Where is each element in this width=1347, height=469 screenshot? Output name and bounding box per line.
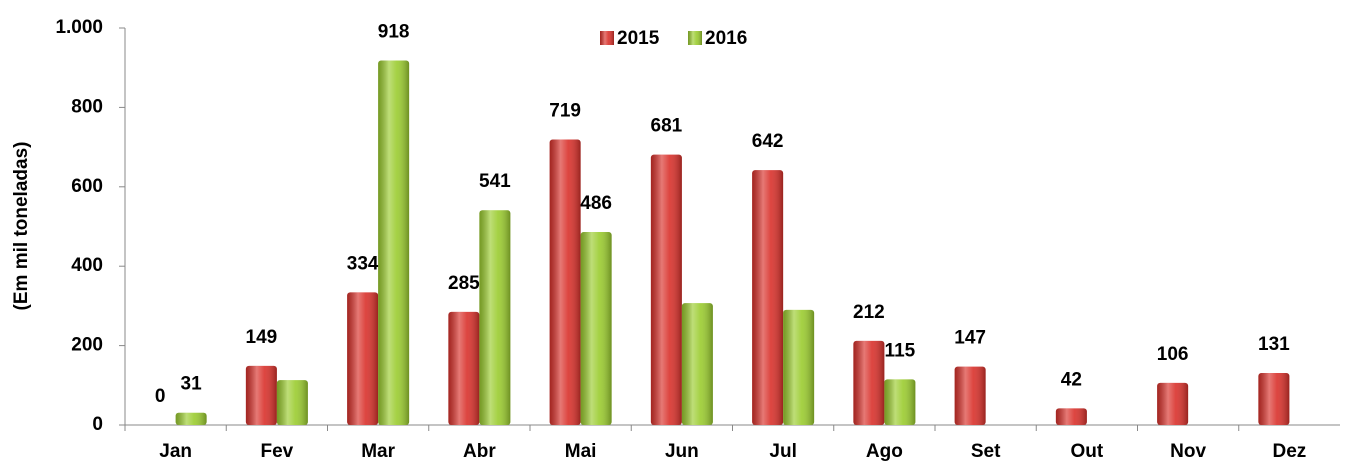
bar-shine: [245, 365, 277, 425]
x-tick-label: Set: [971, 441, 1001, 462]
x-tick-label: Nov: [1170, 441, 1206, 462]
data-label: 131: [1258, 334, 1290, 355]
bar-shine: [1157, 382, 1189, 425]
bar-shine: [884, 379, 916, 425]
y-tick-label: 600: [71, 176, 103, 197]
data-label: 31: [181, 374, 203, 395]
data-label: 334: [347, 253, 379, 274]
y-tick-label: 0: [92, 414, 103, 435]
bar-shine: [681, 303, 713, 425]
data-label: 147: [954, 328, 986, 349]
bar-shine: [650, 154, 682, 425]
data-label: 681: [651, 116, 683, 137]
x-tick-label: Jul: [769, 441, 796, 462]
data-label: 212: [853, 302, 885, 323]
y-tick-label: 400: [71, 255, 103, 276]
bar-shine: [752, 170, 784, 425]
data-label: 0: [155, 386, 166, 407]
bar-shine: [549, 139, 581, 425]
data-label: 106: [1157, 344, 1189, 365]
x-tick-label: Fev: [261, 441, 294, 462]
legend-label: 2015: [617, 28, 660, 49]
legend-label: 2016: [705, 28, 747, 49]
y-tick-label: 200: [71, 335, 103, 356]
data-label: 642: [752, 131, 784, 152]
x-tick-label: Out: [1071, 441, 1104, 462]
data-label: 285: [448, 273, 480, 294]
x-tick-label: Mar: [361, 441, 395, 462]
bar-shine: [448, 311, 480, 425]
data-label: 42: [1061, 369, 1082, 390]
x-tick-label: Jan: [159, 441, 192, 462]
bar-shine: [954, 366, 986, 425]
bar-shine: [783, 309, 815, 425]
data-label: 486: [580, 193, 612, 214]
x-tick-label: Abr: [463, 441, 496, 462]
bar-shine: [1258, 372, 1290, 425]
bar-shine: [1055, 408, 1087, 425]
y-tick-label: 800: [71, 96, 103, 117]
x-tick-label: Jun: [665, 441, 699, 462]
bar-shine: [853, 340, 885, 425]
y-tick-label: 1.000: [55, 17, 103, 38]
legend-swatch-shine: [600, 31, 614, 45]
data-label: 541: [479, 171, 511, 192]
x-tick-label: Mai: [565, 441, 597, 462]
bar-shine: [479, 210, 511, 425]
data-label: 719: [549, 101, 581, 122]
bar-shine: [276, 380, 308, 425]
bar-shine: [175, 412, 207, 425]
bar-shine: [580, 232, 612, 425]
legend-swatch-shine: [688, 31, 702, 45]
data-label: 149: [246, 327, 278, 348]
bar-shine: [347, 292, 379, 425]
data-label: 918: [378, 22, 410, 43]
bar-shine: [378, 60, 410, 425]
y-axis-title: (Em mil toneladas): [11, 142, 32, 311]
x-tick-label: Dez: [1272, 441, 1306, 462]
x-tick-label: Ago: [866, 441, 903, 462]
data-label: 115: [885, 340, 916, 361]
